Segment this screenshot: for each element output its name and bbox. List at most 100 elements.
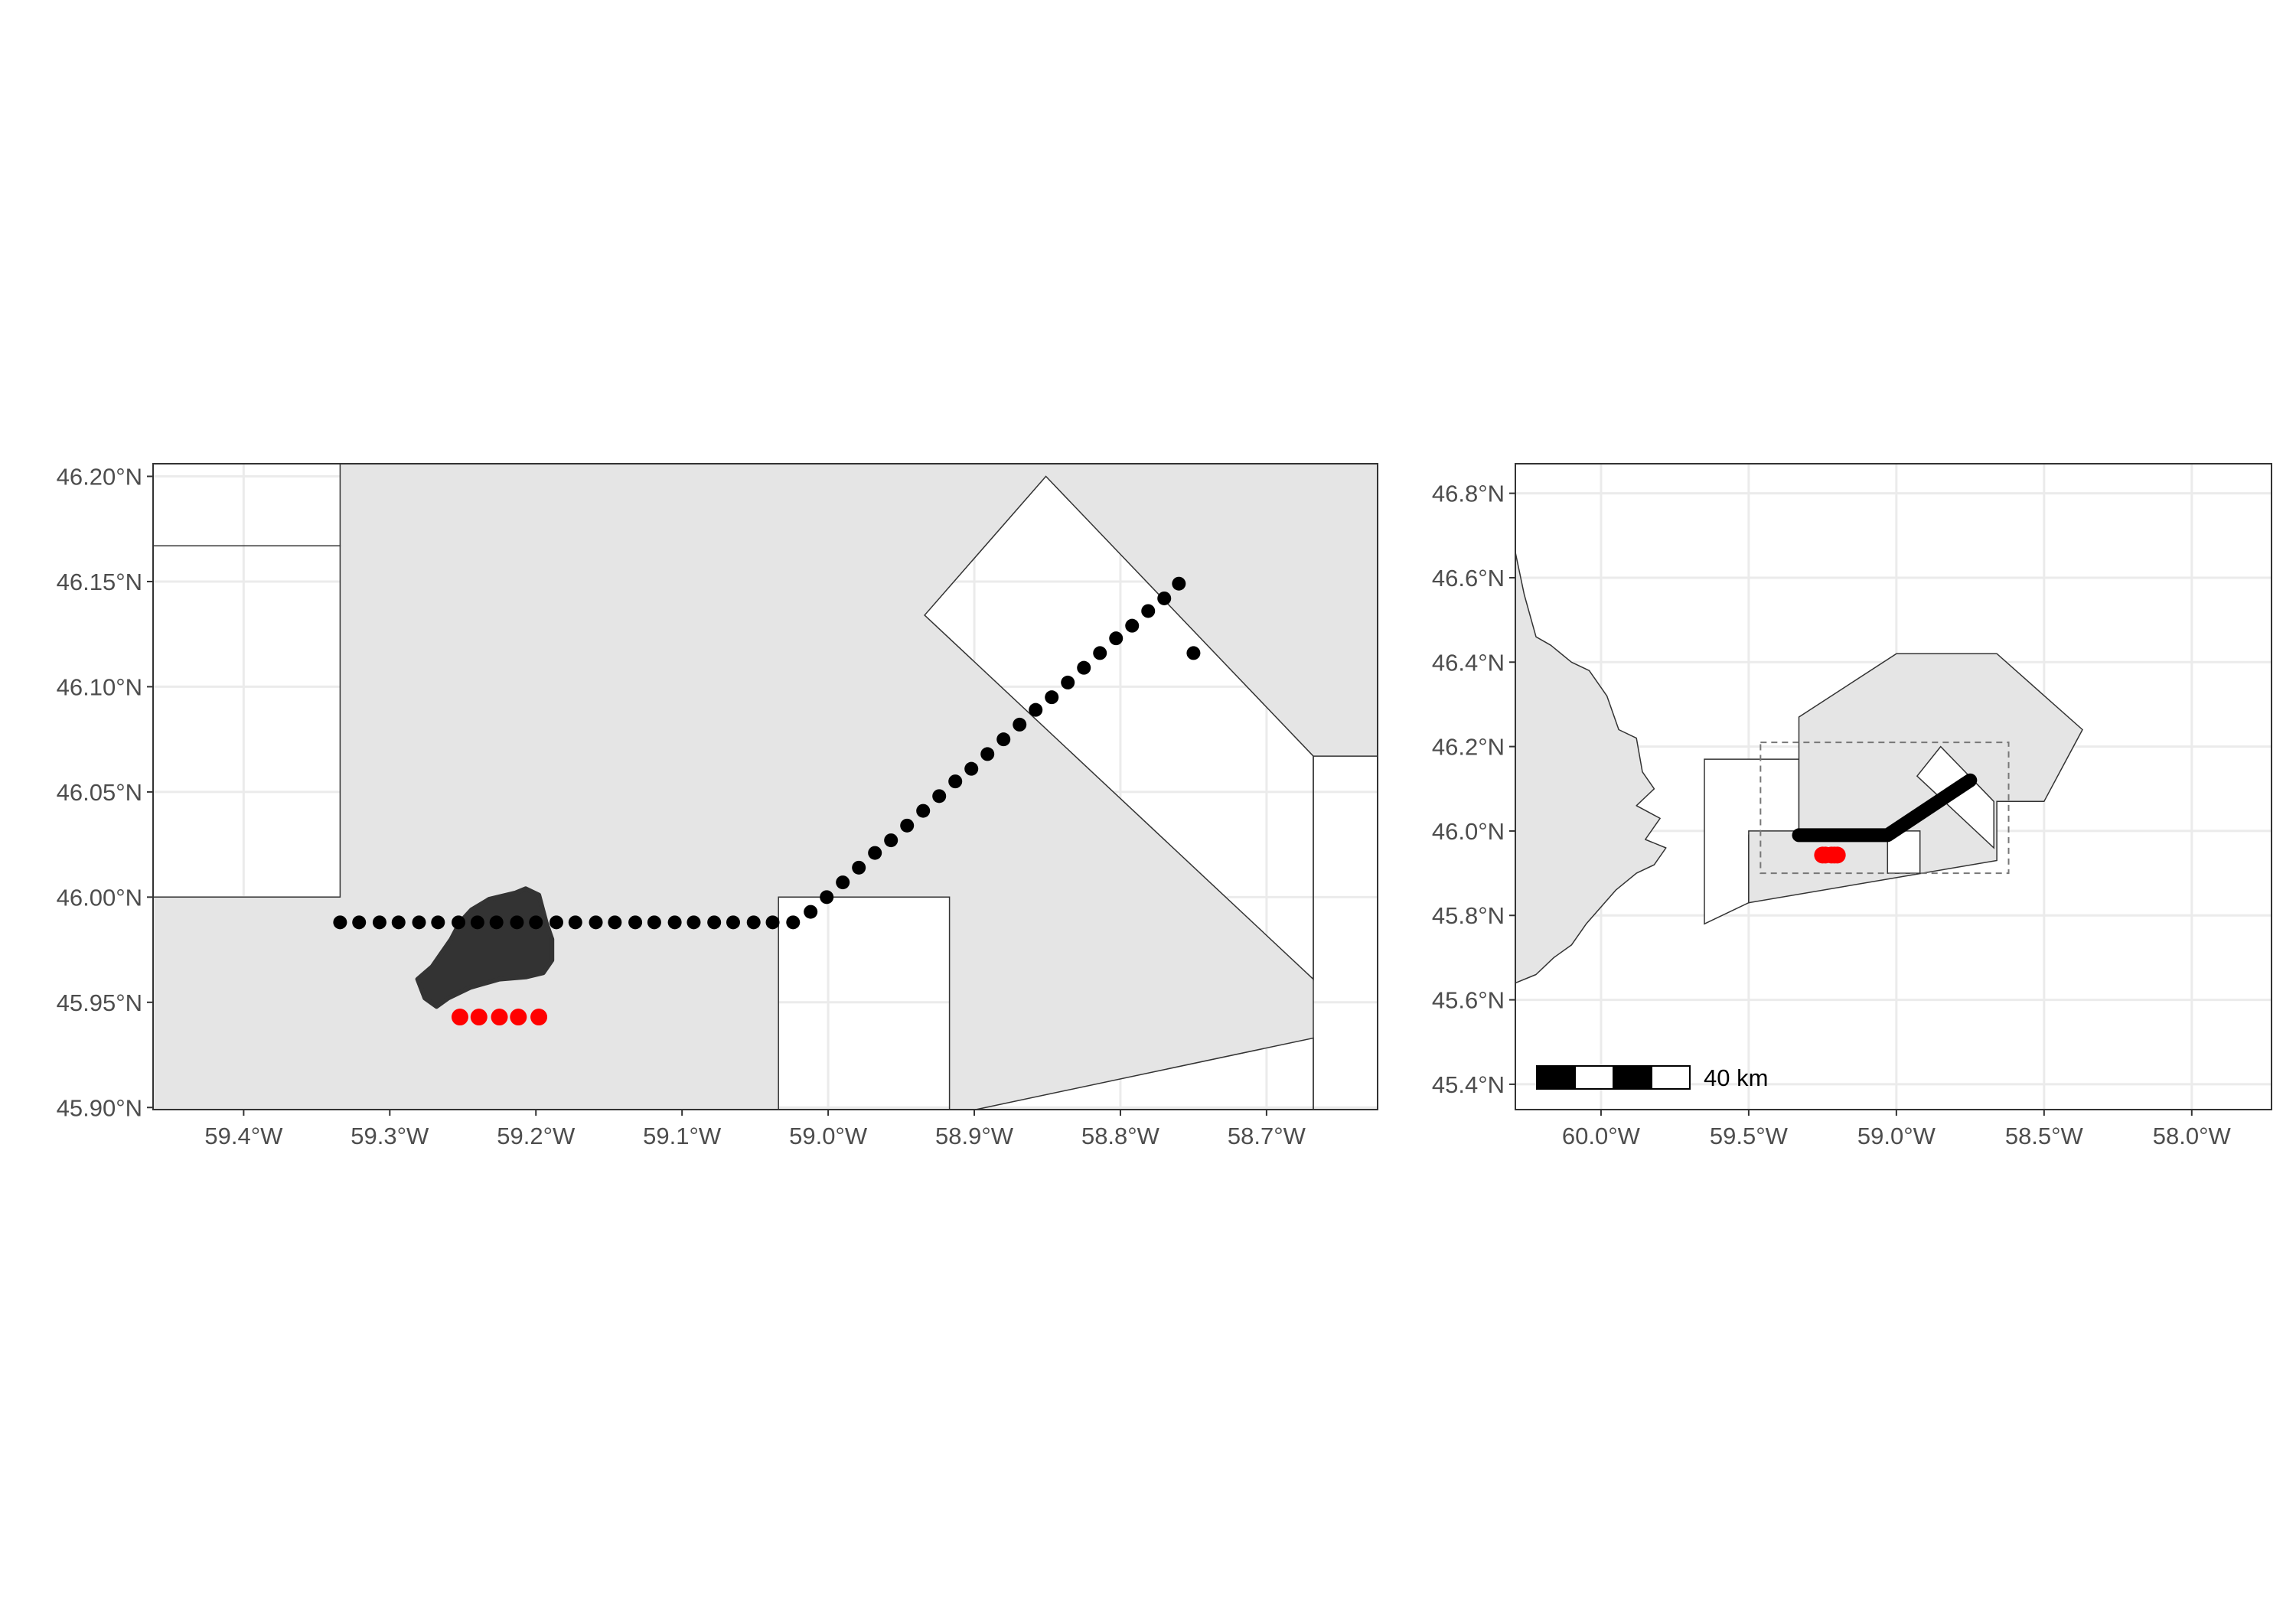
detail-map-y-tick-label: 46.20°N [57, 463, 142, 490]
track-point [868, 846, 882, 860]
track-point [786, 915, 801, 930]
track-point [391, 915, 406, 930]
detail-map-x-tick-label: 58.9°W [935, 1123, 1014, 1149]
track-point [948, 774, 963, 789]
track-point [431, 915, 445, 930]
track-point [1157, 591, 1172, 605]
track-point [510, 915, 524, 930]
overview-map-y-tick-label: 46.0°N [1432, 818, 1505, 845]
overview-map-y-tick-label: 46.2°N [1432, 734, 1505, 761]
overview-map-y-tick-label: 45.4°N [1432, 1071, 1505, 1098]
overview-map-y-tick-label: 46.8°N [1432, 481, 1505, 507]
detail-map-red-points [451, 1009, 548, 1026]
red-point [470, 1009, 488, 1026]
overview-map-coastline [1515, 552, 1667, 984]
coastline-land [1515, 552, 1667, 984]
track-point [1029, 702, 1043, 717]
track-point [1172, 576, 1186, 591]
overview-map-x-tick-label: 58.0°W [2153, 1123, 2232, 1149]
overview-map-y-tick-label: 45.8°N [1432, 902, 1505, 929]
scale-bar: 40 km [1536, 1064, 1768, 1091]
track-point [932, 789, 947, 804]
track-point [589, 915, 603, 930]
white-block-nw-lower-grid [153, 546, 341, 898]
track-point [667, 915, 682, 930]
overview-map-x-tick-label: 59.5°W [1710, 1123, 1789, 1149]
track-point [1186, 646, 1201, 660]
detail-map-x-axis: 59.4°W 59.3°W 59.2°W 59.1°W 59.0°W 58.9°W 58.8… [204, 1110, 1306, 1149]
detail-map-y-axis: 46.20°N 46.15°N 46.10°N 46.05°N 46.00°N 45.95… [57, 463, 153, 1121]
overview-map-red-points [1814, 846, 1846, 864]
detail-map-border [152, 463, 1378, 1110]
detail-map-x-tick-label: 59.4°W [204, 1123, 283, 1149]
overview-map-y-tick-label: 46.6°N [1432, 565, 1505, 592]
track-point [333, 915, 347, 930]
track-point [1061, 675, 1075, 689]
track-point [804, 905, 818, 919]
detail-map-x-tick-label: 59.2°W [497, 1123, 576, 1149]
track-point [452, 915, 466, 930]
overview-map-x-tick-label: 60.0°W [1562, 1123, 1641, 1149]
detail-map-zones [153, 464, 1378, 1110]
detail-map-y-tick-label: 46.15°N [57, 569, 142, 595]
detail-map-x-tick-label: 59.3°W [351, 1123, 429, 1149]
track-line [1792, 773, 1978, 843]
overview-map-gridlines [1515, 464, 2272, 1110]
track-point [1045, 690, 1059, 705]
track-point [726, 915, 740, 930]
detail-map-y-tick-label: 46.00°N [57, 884, 142, 911]
detail-extent-box [1760, 742, 2010, 875]
detail-map-zone-outlines [153, 464, 1378, 1110]
overview-map-border [1515, 463, 2272, 1110]
detail-map-panel: 59.4°W 59.3°W 59.2°W 59.1°W 59.0°W 58.9°W 58.8… [57, 463, 1378, 1149]
track-point [884, 833, 899, 848]
track-point [687, 915, 701, 930]
detail-map-y-tick-label: 45.90°N [57, 1094, 142, 1121]
track-point [529, 915, 543, 930]
detail-map-y-tick-label: 46.10°N [57, 673, 142, 700]
track-point [412, 915, 426, 930]
track-point [852, 860, 866, 875]
scale-bar-segment-2 [1574, 1065, 1614, 1090]
track-point [1141, 604, 1156, 618]
detail-map-y-tick-label: 46.05°N [57, 779, 142, 806]
track-point [765, 915, 780, 930]
red-point [491, 1009, 508, 1026]
white-wedge-southeast-grid [975, 1038, 1313, 1110]
red-point [510, 1009, 527, 1026]
scale-bar-segment-4 [1651, 1065, 1691, 1090]
track-point [1093, 646, 1107, 660]
track-point [964, 761, 979, 776]
white-wedge-southeast-outline [975, 1037, 1314, 1110]
track-point [1013, 717, 1027, 732]
detail-map-x-tick-label: 59.1°W [643, 1123, 722, 1149]
overview-map-track [1792, 773, 1978, 843]
detail-map-x-tick-label: 59.0°W [789, 1123, 868, 1149]
white-block-nw-upper [153, 464, 341, 546]
zone-south-block [1887, 830, 1921, 874]
track-point [836, 875, 850, 890]
red-point [451, 1009, 468, 1026]
scale-bar-label: 40 km [1704, 1064, 1768, 1091]
white-diamond [925, 476, 1313, 980]
detail-map-track-points [333, 576, 1201, 930]
scale-bar-segment-3 [1613, 1065, 1652, 1090]
track-point [352, 915, 367, 930]
overview-map-y-axis: 46.8°N 46.6°N 46.4°N 46.2°N 46.0°N 45.8°N 45.6… [1432, 481, 1515, 1098]
overview-map-panel: 40 km 60.0°W 59.5°W 59.0°W 58.5°W 58.0°W 46.… [1432, 463, 2272, 1149]
track-point [372, 915, 386, 930]
red-point [1828, 846, 1846, 864]
scale-bar-segment-1 [1536, 1065, 1576, 1090]
track-point [980, 747, 995, 761]
overview-map-y-tick-label: 45.6°N [1432, 987, 1505, 1014]
detail-map-x-tick-label: 58.8°W [1081, 1123, 1160, 1149]
track-point [1109, 631, 1124, 646]
white-block-east [1313, 756, 1378, 1110]
track-point [549, 915, 563, 930]
overview-map-x-tick-label: 59.0°W [1857, 1123, 1936, 1149]
track-point [900, 818, 915, 833]
overview-map-extent-box [1760, 742, 2010, 875]
track-point [470, 915, 484, 930]
red-point [530, 1009, 548, 1026]
